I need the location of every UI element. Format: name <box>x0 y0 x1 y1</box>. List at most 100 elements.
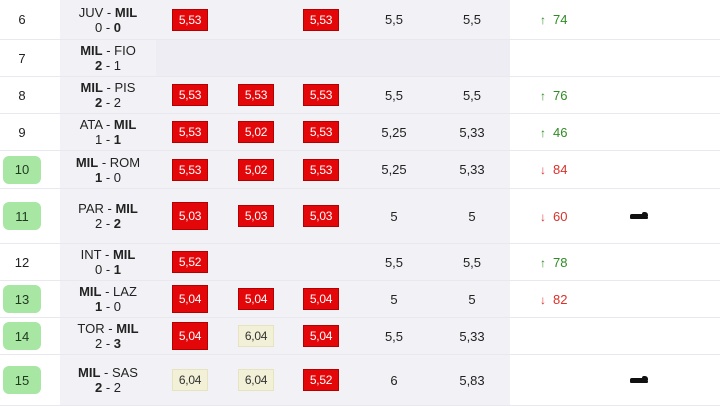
table-row[interactable]: 11 PAR - MIL 2 - 2 5,03 5,03 5,03 5 5 ↓ 60 <box>0 189 720 244</box>
score-separator: - <box>102 95 114 110</box>
away-team: MIL <box>115 201 138 216</box>
trend-value: 78 <box>553 254 568 270</box>
rating-cell: 5,53 <box>156 0 224 39</box>
football-boot-icon <box>630 212 650 220</box>
average-cell: 5,33 <box>434 114 510 150</box>
rating-cell: 5,03 <box>224 189 288 243</box>
rating-badge: 5,02 <box>238 158 274 181</box>
team-separator: - <box>103 4 115 20</box>
table-row[interactable]: 6 JUV - MIL 0 - 0 5,53 5,53 5,5 5,5 ↑ 74 <box>0 0 720 40</box>
match-cell[interactable]: MIL - SAS 2 - 2 <box>60 355 156 405</box>
rating-badge: 5,53 <box>172 8 208 31</box>
match-cell[interactable]: ATA - MIL 1 - 1 <box>60 114 156 150</box>
home-score: 1 <box>94 169 103 185</box>
icon-cell <box>605 318 675 354</box>
arrow-up-icon: ↑ <box>540 13 546 27</box>
round-cell: 13 <box>0 281 44 317</box>
score-separator: - <box>102 169 114 185</box>
match-cell[interactable]: MIL - PIS 2 - 2 <box>60 77 156 113</box>
round-number: 13 <box>3 285 41 313</box>
round-number: 15 <box>3 366 41 394</box>
rating-badge: 5,52 <box>172 251 208 273</box>
trend-value: 84 <box>553 162 568 177</box>
away-score: 0 <box>113 299 122 314</box>
average-value: 5 <box>390 291 398 307</box>
average-value: 6 <box>390 372 398 388</box>
away-score: 2 <box>113 380 122 395</box>
rating-cell: 5,53 <box>224 77 288 113</box>
icon-cell <box>605 244 675 280</box>
home-score: 2 <box>94 95 103 110</box>
match-score: 0 - 0 <box>95 20 121 35</box>
average-value: 5 <box>390 208 398 224</box>
rating-cell: 5,03 <box>156 189 224 243</box>
away-team: MIL <box>113 117 137 132</box>
average-cell: 5,83 <box>434 355 510 405</box>
average-cell: 5,5 <box>434 0 510 39</box>
table-row[interactable]: 10 MIL - ROM 1 - 0 5,53 5,02 5,53 5,25 5,33 ↓ 84 <box>0 151 720 189</box>
home-team: MIL <box>80 43 103 58</box>
rating-badge: 5,04 <box>303 325 339 347</box>
match-score: 2 - 2 <box>95 380 121 395</box>
table-row[interactable]: 12 INT - MIL 0 - 1 5,52 5,5 5,5 ↑ 78 <box>0 244 720 281</box>
table-row[interactable]: 8 MIL - PIS 2 - 2 5,53 5,53 5,53 5,5 5,5 ↑ 76 <box>0 77 720 114</box>
rating-badge: 5,03 <box>238 205 274 227</box>
rating-badge: 5,04 <box>303 288 339 310</box>
team-separator: - <box>102 43 115 58</box>
score-separator: - <box>102 262 114 277</box>
table-row[interactable]: 7 MIL - FIO 2 - 1 <box>0 40 720 77</box>
away-team: LAZ <box>113 284 137 299</box>
match-cell[interactable]: JUV - MIL 0 - 0 <box>60 0 156 39</box>
rating-badge: 6,04 <box>172 369 208 391</box>
average-value: 5 <box>468 208 476 224</box>
trend-cell <box>510 40 605 76</box>
team-separator: - <box>103 201 116 216</box>
rating-cell: 5,52 <box>288 355 354 405</box>
table-row[interactable]: 15 MIL - SAS 2 - 2 6,04 6,04 5,52 6 5,83 <box>0 355 720 406</box>
average-cell: 5 <box>434 189 510 243</box>
rating-badge: 5,53 <box>238 84 274 106</box>
away-score: 2 <box>113 216 122 231</box>
rating-badge: 5,04 <box>172 322 208 350</box>
trend-indicator: ↓ 60 <box>540 209 567 224</box>
average-value: 5,5 <box>462 254 482 270</box>
average-value: 5,5 <box>462 12 482 27</box>
round-cell: 12 <box>0 244 44 280</box>
match-cell[interactable]: TOR - MIL 2 - 3 <box>60 318 156 354</box>
average-cell: 5,25 <box>354 151 434 188</box>
rating-badge: 5,04 <box>172 285 208 313</box>
rating-cell: 5,02 <box>224 151 288 188</box>
away-score: 1 <box>113 58 122 73</box>
away-team: FIO <box>114 43 136 58</box>
average-value: 5 <box>468 291 476 307</box>
rating-cell <box>224 0 288 39</box>
score-separator: - <box>102 336 114 351</box>
trend-cell: ↑ 46 <box>510 114 605 150</box>
match-cell[interactable]: MIL - FIO 2 - 1 <box>60 40 156 76</box>
rating-cell: 5,53 <box>288 114 354 150</box>
match-cell[interactable]: MIL - LAZ 1 - 0 <box>60 281 156 317</box>
average-cell: 5,5 <box>354 0 434 39</box>
average-value: 5,5 <box>384 12 404 27</box>
average-value: 5,25 <box>381 162 407 177</box>
trend-value: 82 <box>553 291 568 307</box>
arrow-down-icon: ↓ <box>540 163 546 177</box>
team-separator: - <box>101 284 114 299</box>
average-value: 5,25 <box>381 124 407 140</box>
rating-cell: 5,53 <box>288 77 354 113</box>
match-teams: TOR - MIL <box>77 321 138 336</box>
table-row[interactable]: 13 MIL - LAZ 1 - 0 5,04 5,04 5,04 5 5 ↓ 82 <box>0 281 720 318</box>
match-cell[interactable]: PAR - MIL 2 - 2 <box>60 189 156 243</box>
away-score: 3 <box>113 336 122 351</box>
table-row[interactable]: 14 TOR - MIL 2 - 3 5,04 6,04 5,04 5,5 5,33 <box>0 318 720 355</box>
average-cell: 6 <box>354 355 434 405</box>
rating-badge: 5,03 <box>303 205 339 227</box>
match-cell[interactable]: MIL - ROM 1 - 0 <box>60 151 156 188</box>
round-cell: 7 <box>0 40 44 76</box>
match-teams: MIL - ROM <box>76 155 140 170</box>
table-row[interactable]: 9 ATA - MIL 1 - 1 5,53 5,02 5,53 5,25 5,33 ↑ 46 <box>0 114 720 151</box>
away-team: MIL <box>116 321 139 336</box>
score-separator: - <box>102 19 114 35</box>
match-cell[interactable]: INT - MIL 0 - 1 <box>60 244 156 280</box>
away-team: SAS <box>111 365 138 380</box>
